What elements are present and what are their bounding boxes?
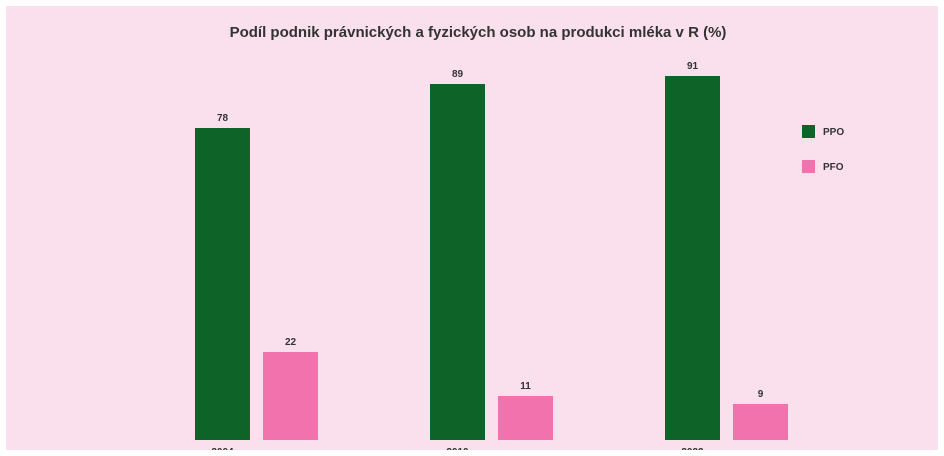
x-tick-label-2004: 2004 bbox=[211, 447, 234, 450]
data-label-ppo-2010: 89 bbox=[452, 69, 464, 80]
bar-pfo-2010 bbox=[498, 396, 553, 440]
data-labels: 78 22 89 11 91 9 bbox=[217, 61, 764, 400]
bar-ppo-2010 bbox=[430, 84, 485, 440]
data-label-pfo-2004: 22 bbox=[285, 337, 297, 348]
legend-swatch-ppo bbox=[802, 125, 815, 138]
bar-pfo-2004 bbox=[263, 352, 318, 440]
x-tick-label-2010: 2010 bbox=[446, 447, 469, 450]
bar-ppo-2004 bbox=[195, 128, 250, 440]
x-axis-tick-labels: 2004 2010 2022 bbox=[211, 447, 704, 450]
bars-layer bbox=[195, 76, 788, 440]
x-tick-label-2022: 2022 bbox=[681, 447, 704, 450]
legend: PPO PFO bbox=[802, 125, 844, 173]
data-label-ppo-2022: 91 bbox=[687, 61, 699, 72]
legend-swatch-pfo bbox=[802, 160, 815, 173]
legend-label-ppo: PPO bbox=[823, 127, 844, 138]
data-label-pfo-2022: 9 bbox=[758, 389, 764, 400]
data-label-ppo-2004: 78 bbox=[217, 113, 229, 124]
chart-title: Podíl podnik právnických a fyzických oso… bbox=[230, 24, 727, 41]
bar-pfo-2022 bbox=[733, 404, 788, 440]
bar-ppo-2022 bbox=[665, 76, 720, 440]
legend-label-pfo: PFO bbox=[823, 162, 844, 173]
data-label-pfo-2010: 11 bbox=[520, 381, 531, 392]
chart-svg: Podíl podnik právnických a fyzických oso… bbox=[195, 24, 844, 450]
chart: Podíl podnik právnických a fyzických oso… bbox=[6, 6, 938, 450]
